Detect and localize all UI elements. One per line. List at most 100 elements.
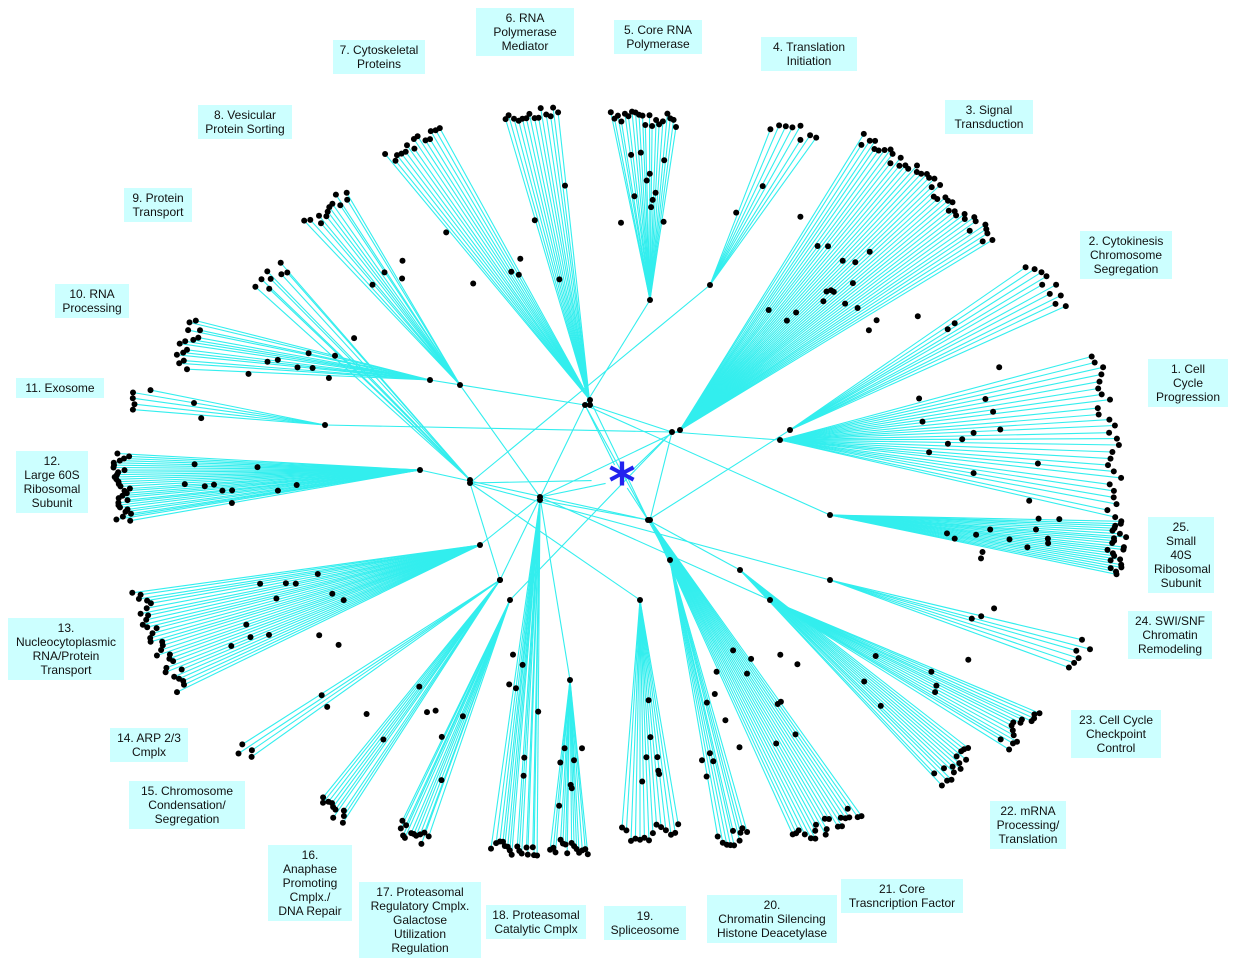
tree-node <box>618 220 624 226</box>
tree-node <box>873 653 879 659</box>
tree-node <box>644 178 650 184</box>
tree-node <box>918 171 924 177</box>
tree-node <box>380 737 386 743</box>
tree-node <box>167 652 173 658</box>
tree-node <box>1111 468 1117 474</box>
tree-edge <box>680 179 934 430</box>
tree-node <box>737 838 743 844</box>
cluster-label-25: 25. Small 40S Ribosomal Subunit <box>1148 517 1214 593</box>
tree-node <box>510 652 516 658</box>
cluster-label-24: 24. SWI/SNF Chromatin Remodeling <box>1128 611 1212 659</box>
tree-node <box>941 765 947 771</box>
tree-node <box>202 483 208 489</box>
tree-node <box>1095 386 1101 392</box>
tree-node <box>954 753 960 759</box>
tree-node <box>667 557 673 563</box>
tree-node <box>1120 547 1126 553</box>
tree-edge <box>519 121 590 405</box>
tree-node <box>807 132 813 138</box>
tree-node <box>715 834 721 840</box>
tree-node <box>1033 527 1039 533</box>
tree-node <box>457 382 463 388</box>
tree-node <box>990 409 996 415</box>
tree-node <box>567 677 573 683</box>
tree-node <box>656 771 662 777</box>
tree-node <box>530 844 536 850</box>
tree-edge <box>540 497 770 600</box>
tree-node <box>1095 405 1101 411</box>
tree-node <box>1039 269 1045 275</box>
tree-node <box>931 770 937 776</box>
tree-node <box>439 734 445 740</box>
tree-node <box>842 301 848 307</box>
tree-node <box>649 123 655 129</box>
tree-edge <box>650 127 676 300</box>
tree-node <box>778 699 784 705</box>
tree-edge <box>406 152 590 400</box>
tree-node <box>344 190 350 196</box>
tree-node <box>1105 547 1111 553</box>
cluster-label-10: 10. RNA Processing <box>55 284 129 318</box>
tree-node <box>1098 371 1104 377</box>
tree-node <box>951 769 957 775</box>
tree-node <box>531 852 537 858</box>
tree-node <box>400 258 406 264</box>
tree-node <box>127 518 133 524</box>
tree-node <box>184 366 190 372</box>
tree-node <box>956 760 962 766</box>
tree-edge <box>680 150 891 431</box>
tree-node <box>996 364 1002 370</box>
tree-node <box>265 359 271 365</box>
tree-node <box>171 674 177 680</box>
tree-node <box>275 488 281 494</box>
tree-node <box>1108 557 1114 563</box>
tree-node <box>704 700 710 706</box>
tree-node <box>536 115 542 121</box>
tree-edge <box>680 197 945 430</box>
tree-node <box>1099 391 1105 397</box>
tree-node <box>722 717 728 723</box>
tree-node <box>532 217 538 223</box>
tree-edge <box>514 119 590 405</box>
tree-node <box>845 806 851 812</box>
tree-node <box>163 665 169 671</box>
tree-edge <box>680 197 934 430</box>
tree-node <box>789 124 795 130</box>
tree-node <box>249 747 255 753</box>
tree-node <box>364 711 370 717</box>
tree-node <box>185 327 191 333</box>
tree-node <box>318 220 324 226</box>
tree-node <box>255 464 261 470</box>
tree-edge <box>780 440 1114 497</box>
tree-node <box>268 276 274 282</box>
tree-node <box>720 840 726 846</box>
tree-node <box>415 133 421 139</box>
tree-edge <box>540 497 570 680</box>
tree-node <box>182 338 188 344</box>
tree-node <box>866 327 872 333</box>
tree-node <box>896 163 902 169</box>
cluster-label-5: 5. Core RNA Polymerase <box>614 20 702 54</box>
tree-edge <box>650 520 826 835</box>
tree-node <box>984 230 990 236</box>
tree-edge <box>790 306 1066 430</box>
tree-node <box>538 105 544 111</box>
tree-node <box>838 815 844 821</box>
tree-node <box>1011 732 1017 738</box>
tree-edge <box>770 600 1013 730</box>
tree-node <box>439 777 445 783</box>
tree-node <box>872 138 878 144</box>
tree-node <box>1076 655 1082 661</box>
tree-node <box>248 634 254 640</box>
tree-node <box>631 193 637 199</box>
tree-node <box>113 517 119 523</box>
tree-node <box>827 577 833 583</box>
tree-node <box>939 783 945 789</box>
tree-node <box>497 577 503 583</box>
tree-edge <box>174 545 480 677</box>
tree-node <box>1106 430 1112 436</box>
tree-node <box>1079 637 1085 643</box>
tree-edge <box>304 221 460 385</box>
tree-node <box>320 800 326 806</box>
tree-node <box>647 297 653 303</box>
